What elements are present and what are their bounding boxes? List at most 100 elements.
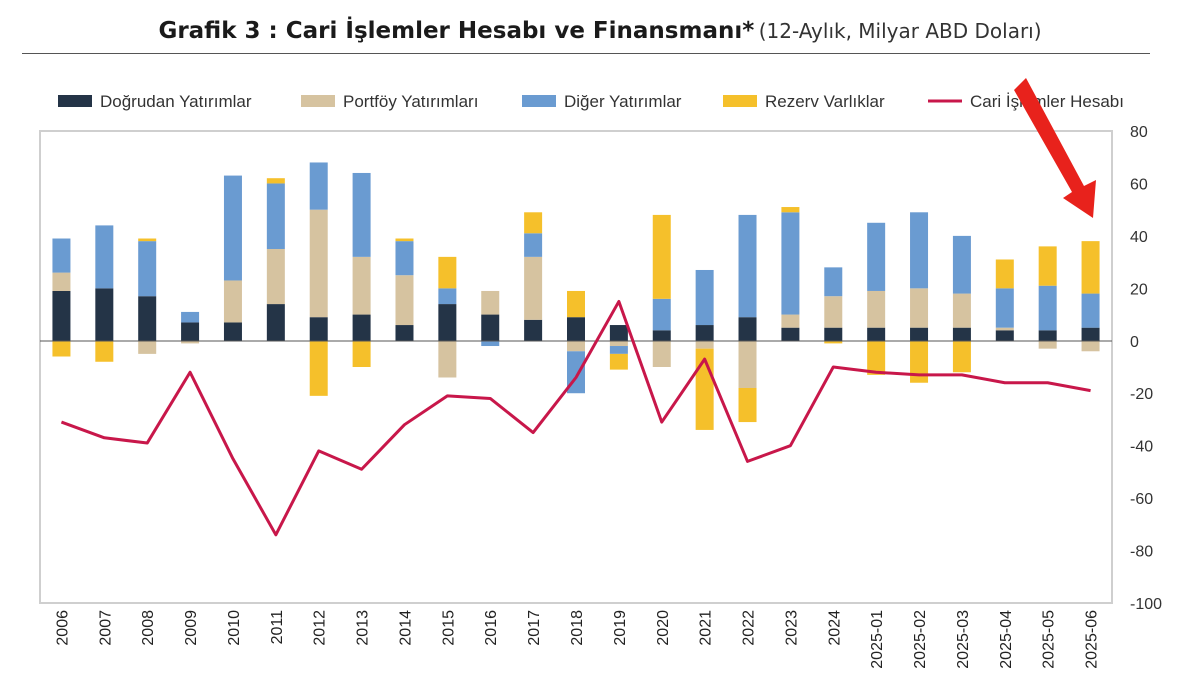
chart-legend: Doğrudan Yatırımlar Portföy Yatırımları Di… [58,92,1124,111]
x-tick-label: 2025-02 [912,610,929,669]
x-tick-label: 2007 [97,610,114,646]
bar-segment [1038,246,1057,286]
bar-segment [181,340,200,344]
bar-segment [609,353,628,370]
bar-segment [524,212,543,234]
bar-segment [910,327,929,341]
y-tick-label: 60 [1130,176,1148,193]
bar-segment [395,325,414,341]
bar-segment [223,280,242,323]
bar-segment [266,249,285,305]
bar-segment [781,212,800,315]
bar-segment [824,327,843,341]
bar-segment [138,238,157,242]
bar-segment [95,288,114,341]
chart-title-subtitle: (12-Aylık, Milyar ABD Doları) [758,19,1042,43]
bar-segment [567,317,585,341]
x-tick-label: 2020 [655,610,672,646]
y-tick-label: 0 [1130,334,1139,351]
x-tick-label: 2025-03 [955,610,972,669]
bar-segment [995,259,1014,289]
bar-segment [910,212,929,289]
y-axis: 80 60 40 20 0 -20 -40 -60 -80 -100 [1130,124,1162,613]
bar-segment [652,298,671,331]
bar-segment [223,175,242,281]
line-group [60,299,1091,537]
bar-segment [609,346,628,354]
bar-segment [781,207,800,213]
bar-segment [352,340,371,367]
bar-segment [181,322,200,341]
bar-segment [309,317,328,341]
bar-segment [352,172,371,257]
y-tick-label: 40 [1130,229,1148,246]
bar-segment [867,327,886,341]
bar-segment [352,314,371,341]
bar-segment [395,241,414,276]
x-tick-label: 2022 [741,610,758,646]
legend-swatch [58,95,92,107]
bar-segment [567,340,585,352]
bar-segment [52,238,71,273]
x-tick-label: 2023 [783,610,800,646]
bar-segment [1081,340,1100,352]
bar-segment [223,322,242,341]
bar-segment [695,340,714,349]
legend-label: Rezerv Varlıklar [765,92,885,111]
chart-title-main: Grafik 3 : Cari İşlemler Hesabı ve Finan… [158,18,755,44]
bar-segment [824,340,843,344]
bar-segment [695,269,714,326]
y-tick-label: -60 [1130,491,1153,508]
bar-segment [138,340,157,354]
x-tick-label: 2025-06 [1084,610,1101,669]
arrow-shape [1014,78,1096,218]
chart-title: Grafik 3 : Cari İşlemler Hesabı ve Finan… [0,18,1200,44]
bar-segment [995,330,1014,341]
legend-swatch [522,95,556,107]
x-tick-label: 2024 [826,610,843,646]
y-tick-label: -80 [1130,544,1153,561]
bar-segment [609,340,628,347]
x-tick-label: 2021 [698,610,715,646]
bar-segment [138,296,157,341]
x-tick-label: 2014 [397,610,414,646]
bar-segment [1081,241,1100,294]
bar-segment [524,319,543,341]
x-tick-label: 2019 [612,610,629,646]
bar-segment [309,340,328,396]
bar-segment [438,256,457,289]
bar-segment [867,340,886,375]
bar-segment [781,314,800,328]
x-tick-label: 2025-05 [1041,610,1058,669]
bar-segment [867,290,886,328]
bar-segment [95,225,114,289]
plot-frame [39,130,1113,604]
annotation-arrow [1014,78,1096,218]
bar-segment [952,327,971,341]
bar-segment [824,267,843,297]
x-tick-label: 2015 [440,610,457,646]
bar-segment [481,340,500,347]
x-tick-label: 2016 [483,610,500,646]
bar-segment [867,222,886,291]
bar-segment [995,327,1014,331]
x-tick-label: 2012 [312,610,329,646]
bar-segment [1038,330,1057,341]
x-tick-label: 2010 [226,610,243,646]
bar-segment [524,256,543,320]
legend-swatch [301,95,335,107]
bar-segment [1081,327,1100,341]
x-tick-label: 2025-04 [998,610,1015,669]
bar-segment [995,288,1014,328]
bar-segment [910,288,929,328]
legend-label: Cari İşlemler Hesabı [970,92,1124,111]
bar-segment [309,209,328,318]
bar-segment [266,178,285,184]
bar-segment [266,304,285,341]
bar-segment [524,233,543,257]
bar-segment [438,340,457,378]
legend-label: Diğer Yatırımlar [564,92,682,111]
x-tick-label: 2025-01 [869,610,886,669]
y-tick-label: -20 [1130,386,1153,403]
bar-segment [138,241,157,297]
